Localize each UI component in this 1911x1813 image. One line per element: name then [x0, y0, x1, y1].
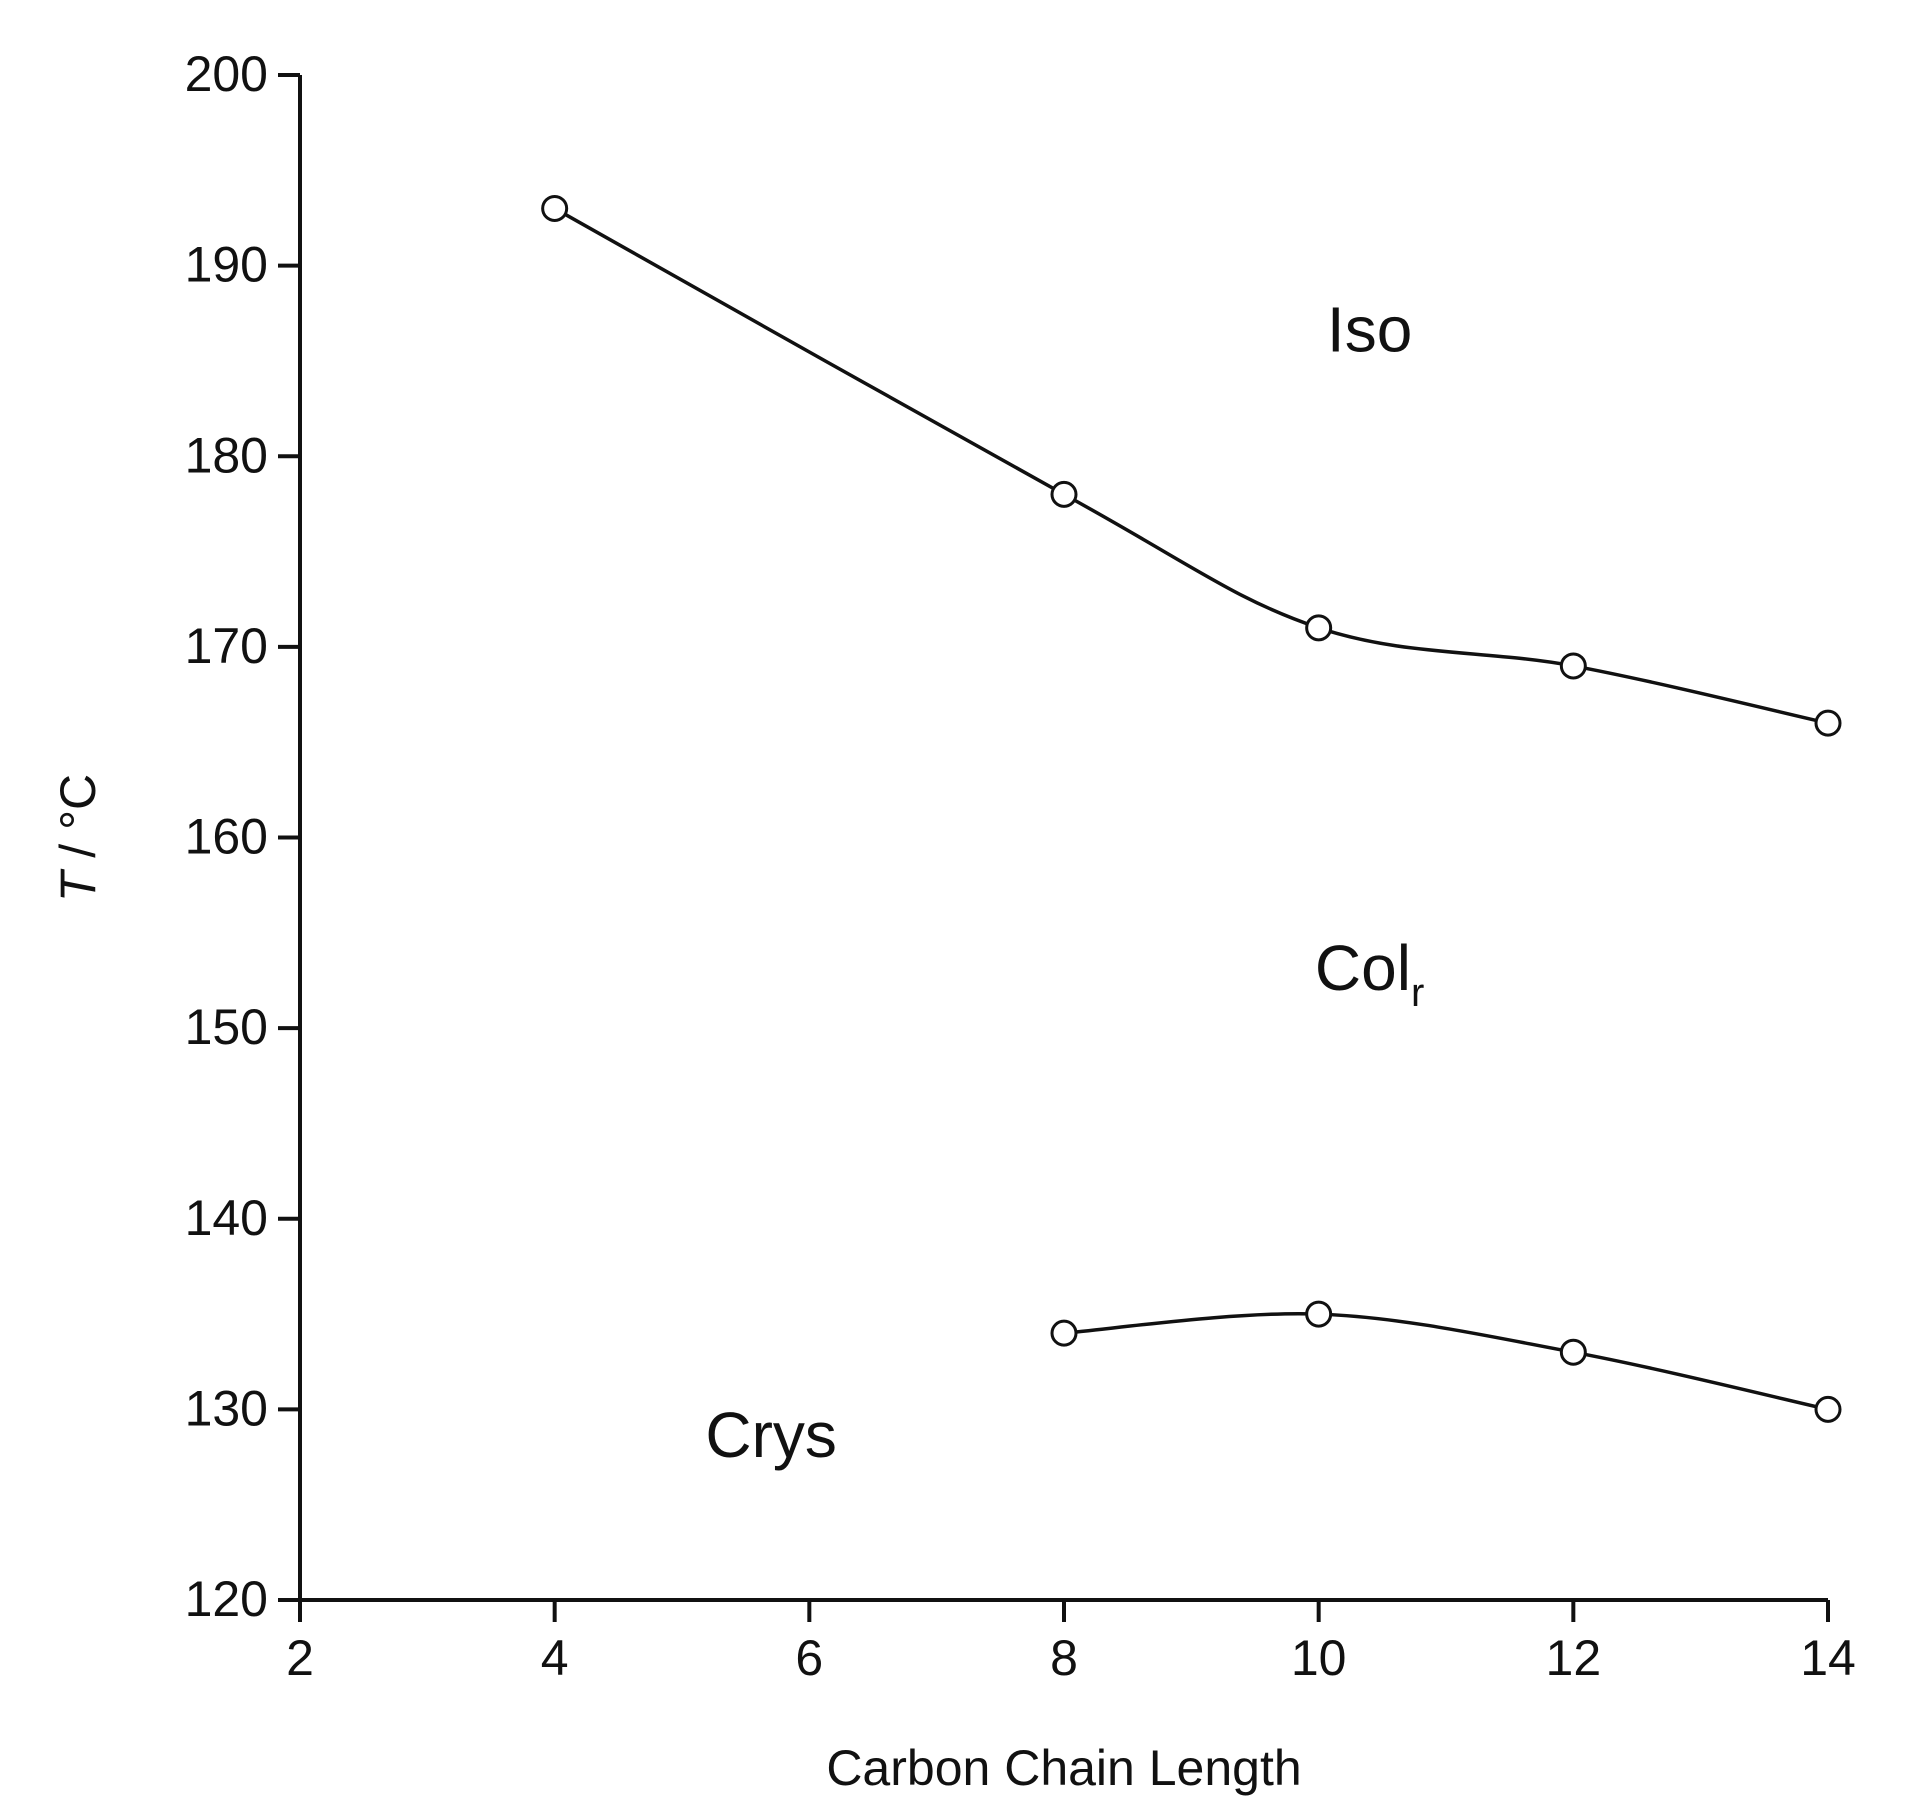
- series-line: [553, 206, 1829, 725]
- fit-curves: [553, 206, 1829, 1412]
- data-point: [541, 194, 569, 222]
- y-tick-label: 150: [185, 999, 268, 1055]
- data-point: [1305, 614, 1333, 642]
- x-tick-label: 10: [1291, 1630, 1347, 1686]
- y-axis-title: T / °C: [50, 774, 106, 902]
- y-axis-title-rest: / °C: [50, 774, 106, 872]
- region-label: Iso: [1327, 293, 1412, 365]
- data-point: [1814, 1395, 1842, 1423]
- data-point: [1050, 480, 1078, 508]
- region-label: Crys: [705, 1399, 837, 1471]
- x-tick-label: 2: [286, 1630, 314, 1686]
- data-point: [1559, 1338, 1587, 1366]
- y-tick-label: 180: [185, 427, 268, 483]
- y-tick-label: 120: [185, 1571, 268, 1627]
- y-tick-label: 160: [185, 809, 268, 865]
- data-point: [1305, 1300, 1333, 1328]
- x-axis-title: Carbon Chain Length: [826, 1740, 1301, 1796]
- x-tick-label: 4: [541, 1630, 569, 1686]
- series-line: [1063, 1311, 1829, 1412]
- data-point: [1559, 652, 1587, 680]
- data-point: [1050, 1319, 1078, 1347]
- data-markers: [541, 194, 1842, 1423]
- region-labels: Iso Colr Crys: [705, 293, 1424, 1471]
- region-label: Colr: [1315, 932, 1424, 1015]
- y-tick-label: 170: [185, 618, 268, 674]
- x-tick-label: 14: [1800, 1630, 1856, 1686]
- y-tick-label: 200: [185, 46, 268, 102]
- x-tick-label: 6: [795, 1630, 823, 1686]
- data-point: [1814, 709, 1842, 737]
- y-tick-label: 140: [185, 1190, 268, 1246]
- y-tick-label: 130: [185, 1380, 268, 1436]
- y-axis-title-italic: T: [50, 868, 106, 902]
- axes: [298, 75, 1828, 1602]
- y-tick-label: 190: [185, 237, 268, 293]
- x-tick-label: 12: [1546, 1630, 1602, 1686]
- x-tick-label: 8: [1050, 1630, 1078, 1686]
- ticks: 120 130 140 150 160 170 180 190 200 2 4 6 8 10 12 14: [185, 46, 1856, 1686]
